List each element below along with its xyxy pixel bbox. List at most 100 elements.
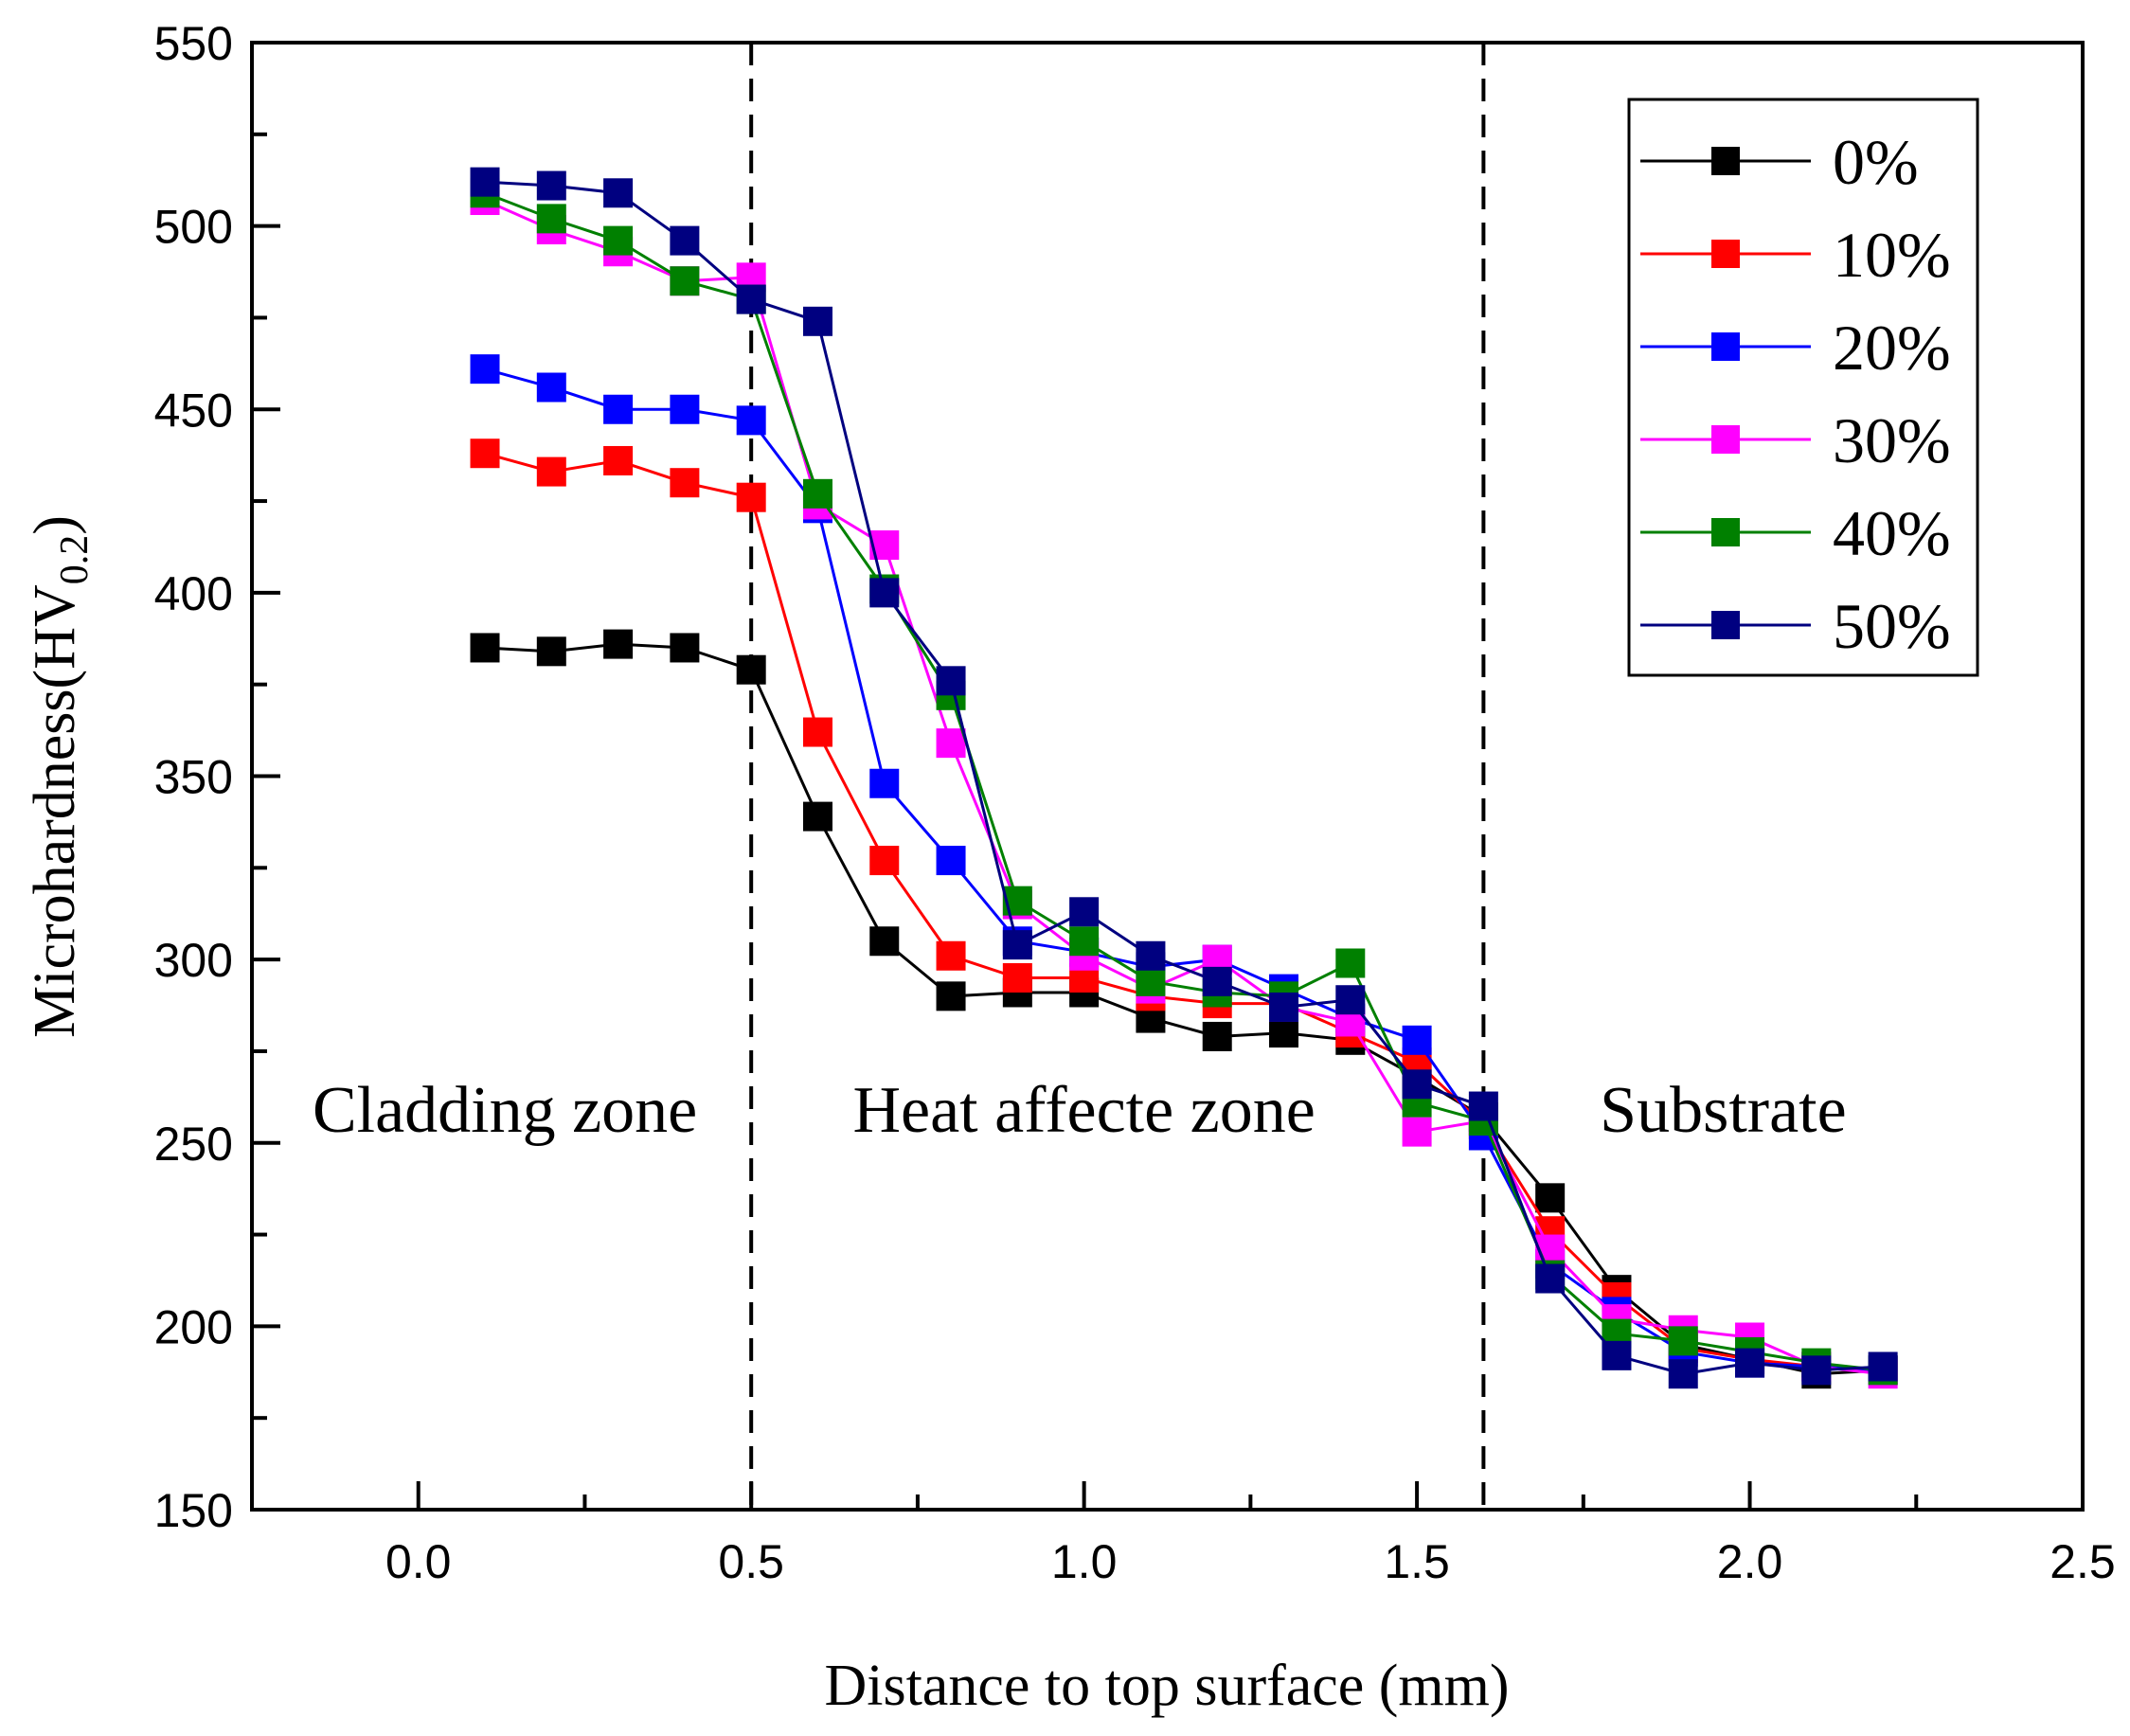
y-tick-label: 300 <box>154 934 233 987</box>
series-line <box>484 199 1884 1376</box>
data-point <box>536 456 566 487</box>
data-point <box>603 394 634 424</box>
y-tick-label: 450 <box>154 384 233 437</box>
data-point <box>1002 962 1032 993</box>
legend-marker <box>1711 240 1740 268</box>
y-tick-label: 150 <box>154 1484 233 1537</box>
data-point <box>736 284 766 314</box>
y-axis-title-subscript: 0.2 <box>53 535 97 585</box>
data-point <box>470 633 500 663</box>
data-point <box>1468 1091 1498 1121</box>
series-line <box>484 452 1884 1372</box>
data-point <box>470 438 500 469</box>
data-point <box>1402 1069 1432 1100</box>
legend-item: 10% <box>1640 219 1951 291</box>
y-tick-label: 500 <box>154 201 233 254</box>
data-point <box>1069 926 1100 957</box>
y-tick-label: 350 <box>154 751 233 804</box>
y-tick-label: 550 <box>154 17 233 70</box>
data-point <box>670 394 700 424</box>
data-point <box>1668 1326 1698 1356</box>
legend-item: 50% <box>1640 590 1951 662</box>
data-point <box>1202 966 1232 996</box>
data-point <box>736 405 766 436</box>
zone-label: Substrate <box>1600 1074 1847 1147</box>
data-point <box>536 204 566 234</box>
data-point <box>670 266 700 296</box>
data-point <box>1002 930 1032 960</box>
data-point <box>802 478 832 509</box>
legend-item: 0% <box>1640 126 1919 198</box>
y-axis-title-main: Microhardness(HV <box>23 584 87 1038</box>
data-point <box>936 666 966 696</box>
legend-label: 20% <box>1833 312 1951 384</box>
y-tick-label: 200 <box>154 1300 233 1353</box>
data-point <box>1069 897 1100 927</box>
series-50pct <box>470 167 1898 1389</box>
data-point <box>1269 1018 1299 1048</box>
data-point <box>802 717 832 747</box>
data-point <box>869 578 900 608</box>
zone-labels: Cladding zone Heat affecte zone Substrate <box>313 1074 1847 1147</box>
legend-item: 40% <box>1640 497 1951 569</box>
legend-label: 0% <box>1833 126 1919 198</box>
legend-item: 30% <box>1640 404 1951 476</box>
data-point <box>1335 985 1366 1015</box>
x-tick-label: 1.5 <box>1384 1535 1450 1588</box>
data-point <box>936 981 966 1011</box>
legend-marker <box>1711 332 1740 361</box>
data-point <box>670 225 700 256</box>
series-line <box>484 180 1884 1376</box>
data-point <box>603 629 634 659</box>
legend-label: 40% <box>1833 497 1951 569</box>
data-point <box>536 170 566 201</box>
data-point <box>869 846 900 876</box>
data-point <box>802 306 832 336</box>
x-tick-label: 0.5 <box>718 1535 784 1588</box>
data-point <box>1535 1183 1566 1213</box>
data-point <box>736 482 766 512</box>
y-axis-title: Microhardness(HV0.2) <box>23 515 97 1038</box>
series-line <box>484 191 1884 1372</box>
data-point <box>936 940 966 971</box>
data-point <box>670 633 700 663</box>
data-point <box>1136 966 1166 996</box>
series-0pct <box>470 629 1898 1389</box>
data-point <box>936 846 966 876</box>
data-point <box>536 636 566 667</box>
series-line <box>484 367 1884 1372</box>
data-point <box>1801 1355 1832 1386</box>
data-point <box>1868 1351 1898 1382</box>
legend-box <box>1627 98 1979 677</box>
data-point <box>1269 992 1299 1022</box>
legend-marker <box>1711 518 1740 546</box>
x-tick-label: 1.0 <box>1051 1535 1118 1588</box>
data-point <box>1668 1359 1698 1389</box>
data-point <box>1602 1340 1632 1370</box>
data-point <box>603 225 634 256</box>
data-point <box>802 801 832 832</box>
data-point <box>470 354 500 385</box>
data-point <box>603 178 634 208</box>
data-point <box>1402 1117 1432 1147</box>
data-point <box>869 768 900 798</box>
data-point <box>670 468 700 498</box>
data-point <box>1735 1348 1765 1378</box>
zone-label: Heat affecte zone <box>852 1074 1315 1147</box>
legend: 0% 10% 20% 30% 40% 50% <box>1627 98 1979 677</box>
zone-label: Cladding zone <box>313 1074 697 1147</box>
x-tick-label: 0.0 <box>385 1535 452 1588</box>
data-point <box>869 926 900 957</box>
legend-label: 30% <box>1833 404 1951 476</box>
data-series <box>470 167 1898 1389</box>
data-point <box>470 167 500 197</box>
data-point <box>536 372 566 403</box>
data-point <box>936 728 966 759</box>
data-point <box>603 445 634 475</box>
legend-item: 20% <box>1640 312 1951 384</box>
y-axis-title-close: ) <box>23 515 87 535</box>
x-tick-label: 2.5 <box>2049 1535 2116 1588</box>
data-point <box>1136 940 1166 971</box>
data-point <box>1535 1263 1566 1294</box>
